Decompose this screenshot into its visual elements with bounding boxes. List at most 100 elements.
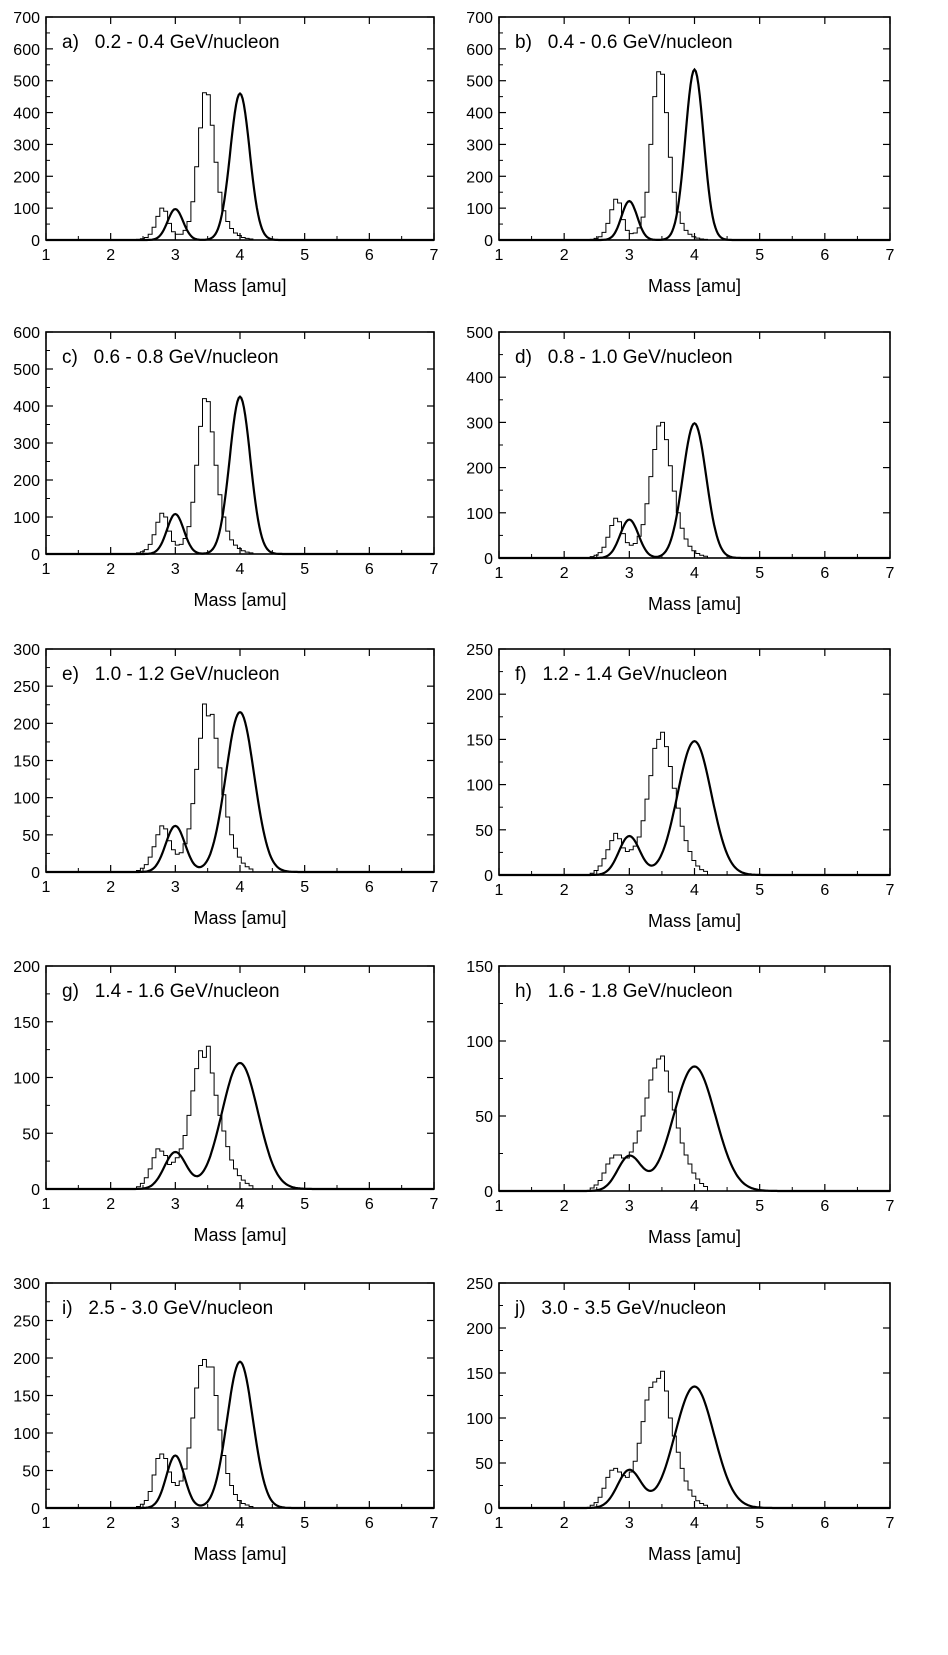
x-axis-label: Mass [amu]: [648, 594, 741, 614]
x-tick-label: 1: [495, 1198, 504, 1215]
fit-curve-series: [46, 395, 434, 556]
x-tick-label: 1: [42, 247, 51, 264]
y-tick-label: 150: [13, 754, 40, 771]
x-tick-label: 4: [236, 1196, 245, 1213]
y-tick-label: 100: [13, 510, 40, 527]
y-tick-label: 200: [466, 687, 493, 704]
y-tick-label: 0: [484, 1184, 493, 1201]
histogram-series: [589, 1055, 708, 1191]
y-tick-label: 0: [31, 1501, 40, 1518]
x-tick-label: 6: [820, 1198, 829, 1215]
x-tick-label: 4: [690, 1198, 699, 1215]
y-tick-label: 100: [13, 1071, 40, 1088]
chart-panel-1: 1 2 3 4 5 6 7 0 100 200 300 400 500 600 700 a) 0.2 - 0.…: [13, 10, 438, 296]
y-tick-label: 0: [31, 865, 40, 882]
fit-curve-series: [499, 422, 890, 560]
x-tick-label: 2: [560, 247, 569, 264]
chart-title: f) 1.2 - 1.4 GeV/nucleon: [515, 664, 727, 685]
x-tick-label: 6: [365, 561, 374, 578]
x-tick-label: 7: [430, 1515, 439, 1532]
x-tick-label: 7: [430, 561, 439, 578]
y-tick-label: 250: [466, 642, 493, 659]
y-tick-label: 300: [13, 642, 40, 659]
y-tick-label: 50: [22, 1126, 40, 1143]
histogram-series: [136, 1045, 254, 1189]
y-tick-label: 200: [13, 1351, 40, 1368]
y-tick-label: 600: [466, 42, 493, 59]
y-tick-label: 400: [13, 399, 40, 416]
chart-title: b) 0.4 - 0.6 GeV/nucleon: [515, 32, 733, 53]
y-tick-label: 200: [13, 473, 40, 490]
fit-curve-series: [499, 1065, 890, 1193]
y-tick-label: 300: [466, 415, 493, 432]
x-tick-label: 1: [42, 879, 51, 896]
histogram-series: [589, 1370, 708, 1508]
x-tick-label: 3: [625, 565, 634, 582]
x-tick-label: 3: [171, 561, 180, 578]
x-tick-label: 7: [430, 879, 439, 896]
x-tick-label: 1: [495, 1515, 504, 1532]
x-tick-label: 3: [625, 882, 634, 899]
y-tick-label: 500: [466, 325, 493, 342]
x-axis-label: Mass [amu]: [193, 590, 286, 610]
fit-curve-series: [46, 91, 434, 242]
y-tick-label: 200: [466, 461, 493, 478]
y-tick-label: 0: [31, 1182, 40, 1199]
y-tick-label: 600: [13, 42, 40, 59]
x-tick-label: 5: [300, 561, 309, 578]
y-tick-label: 150: [466, 1366, 493, 1383]
chart-panel-10: 1 2 3 4 5 6 7 0 50 100 150 200 250 j) 3.0 - 3.5 GeV/n…: [466, 1276, 894, 1564]
x-tick-label: 6: [820, 1515, 829, 1532]
x-tick-label: 4: [236, 1515, 245, 1532]
fit-curve-series: [46, 710, 434, 874]
y-tick-label: 200: [13, 169, 40, 186]
x-tick-label: 1: [42, 1196, 51, 1213]
x-tick-label: 3: [625, 1198, 634, 1215]
y-tick-label: 600: [13, 325, 40, 342]
histogram-series: [589, 421, 708, 558]
y-tick-label: 200: [466, 169, 493, 186]
x-tick-label: 7: [886, 882, 895, 899]
x-tick-label: 1: [495, 565, 504, 582]
fit-curve-series: [46, 1360, 434, 1510]
y-tick-label: 50: [475, 1456, 493, 1473]
x-tick-label: 6: [365, 1515, 374, 1532]
x-tick-label: 2: [560, 1515, 569, 1532]
chart-title: j) 3.0 - 3.5 GeV/nucleon: [514, 1298, 726, 1319]
y-tick-label: 200: [13, 716, 40, 733]
y-tick-label: 300: [13, 436, 40, 453]
chart-title: e) 1.0 - 1.2 GeV/nucleon: [62, 664, 280, 685]
x-tick-label: 4: [236, 247, 245, 264]
chart-title: c) 0.6 - 0.8 GeV/nucleon: [62, 347, 279, 368]
fit-curve-series: [499, 1385, 890, 1510]
y-tick-label: 300: [13, 1276, 40, 1293]
x-tick-label: 4: [236, 879, 245, 896]
x-tick-label: 7: [886, 247, 895, 264]
x-tick-label: 7: [886, 565, 895, 582]
x-tick-label: 3: [171, 1196, 180, 1213]
y-tick-label: 400: [13, 106, 40, 123]
x-tick-label: 3: [171, 1515, 180, 1532]
y-tick-label: 50: [22, 1464, 40, 1481]
y-tick-label: 300: [13, 137, 40, 154]
fit-curve-series: [499, 740, 890, 877]
y-tick-label: 50: [22, 828, 40, 845]
histogram-series: [136, 398, 254, 554]
x-tick-label: 4: [690, 882, 699, 899]
x-tick-label: 7: [886, 1198, 895, 1215]
y-tick-label: 150: [13, 1389, 40, 1406]
x-tick-label: 3: [625, 247, 634, 264]
y-tick-label: 250: [13, 679, 40, 696]
chart-panel-2: 1 2 3 4 5 6 7 0 100 200 300 400 500 600 700 b) 0.4 - 0.…: [466, 10, 894, 296]
x-tick-label: 5: [755, 1198, 764, 1215]
y-tick-label: 100: [13, 201, 40, 218]
chart-panel-5: 1 2 3 4 5 6 7 0 50 100 150 200 250 300 e) 1.0 - 1.2 Ge…: [13, 642, 438, 928]
chart-panel-8: 1 2 3 4 5 6 7 0 50 100 150 h) 1.6 - 1.8 GeV/nucleon…: [466, 959, 894, 1247]
x-tick-label: 4: [690, 565, 699, 582]
y-tick-label: 50: [475, 823, 493, 840]
y-tick-label: 0: [484, 551, 493, 568]
x-tick-label: 5: [300, 247, 309, 264]
y-tick-label: 0: [484, 1501, 493, 1518]
chart-panel-9: 1 2 3 4 5 6 7 0 50 100 150 200 250 300 i) 2.5 - 3.0 Ge…: [13, 1276, 438, 1564]
